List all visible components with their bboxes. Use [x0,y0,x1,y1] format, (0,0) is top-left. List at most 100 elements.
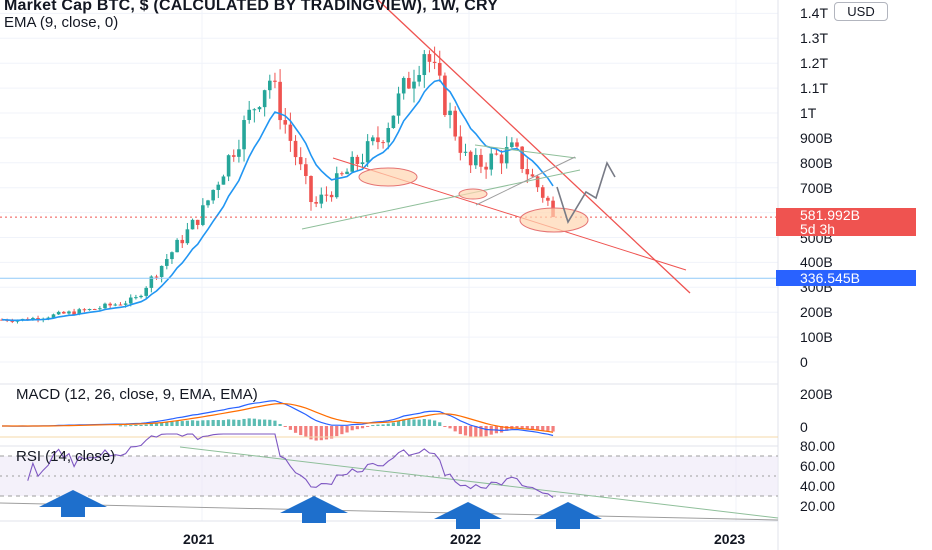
macd-histogram-bar [417,419,421,426]
macd-histogram-bar [345,426,349,433]
rsi-trendline [179,446,779,519]
drawing-tools[interactable] [39,0,691,529]
candle-body [484,166,488,170]
macd-histogram-bar [154,423,159,426]
candle-body [283,120,288,125]
candle-body [92,308,97,310]
macd-histogram-bar [541,426,545,431]
candle-body [128,297,133,304]
macd-pane[interactable] [2,400,555,441]
macd-histogram-bar [324,426,329,440]
macd-histogram-bar [469,426,473,437]
candle-body [278,81,282,121]
candle-body [510,142,514,148]
candle-body [463,151,468,153]
descending-trendline [377,0,691,294]
macd-histogram-bar [412,419,416,426]
candle-body [437,62,442,76]
macd-histogram-bar [237,419,241,426]
rsi-indicator-label[interactable]: RSI (14, close) [16,448,116,465]
price-pane[interactable] [0,46,778,324]
candle-body [123,303,128,305]
candle-body [201,205,205,225]
macd-tick: 200B [800,386,833,402]
macd-histogram-bar [391,422,395,426]
horizontal-line-badge: 336.545B [776,270,916,286]
macd-histogram-bar [350,426,354,431]
macd-histogram-bar [180,421,184,426]
macd-histogram-bar [288,426,292,430]
candle-body [149,276,154,288]
macd-histogram-bar [247,418,251,426]
macd-histogram-bar [530,426,535,430]
candle-body [82,309,87,311]
candle-body [273,80,277,82]
macd-histogram-bar [165,422,169,426]
candle-body [540,187,545,198]
price-tick: 1T [800,105,817,121]
macd-histogram-bar [443,426,447,427]
rsi-pane[interactable] [0,433,779,521]
macd-histogram-bar [330,426,334,439]
candle-body [345,171,349,175]
candle-body [314,202,318,204]
macd-histogram-bar [484,426,488,437]
macd-histogram-bar [505,426,509,431]
macd-histogram-bar [160,422,164,426]
candle-body [67,311,71,314]
candle-body [530,174,535,177]
candle-body [304,164,308,176]
highlight-ellipse [358,167,418,187]
candle-body [242,120,246,150]
macd-histogram-bar [211,419,215,426]
candle-body [427,54,432,62]
candle-body [180,239,185,244]
candle-body [381,142,385,144]
candle-body [401,77,406,94]
candle-body [371,137,375,142]
price-tick: 1.4T [800,5,829,22]
candle-body [175,239,179,253]
last-price-badge: 581.992B 5d 3h [776,208,916,236]
macd-histogram-bar [520,426,524,429]
macd-histogram-bar [118,425,123,427]
macd-histogram-bar [438,422,442,426]
rsi-line [27,433,554,498]
candle-body [170,252,174,260]
macd-indicator-label[interactable]: MACD (12, 26, close, 9, EMA, EMA) [16,386,258,403]
candle-body [195,219,200,225]
macd-histogram-bar [463,426,468,436]
macd-histogram-bar [381,424,385,426]
ema-indicator-label[interactable]: EMA (9, close, 0) [4,14,119,31]
candle-body [546,197,550,201]
candle-body [247,109,251,121]
candle-body [515,142,519,147]
grid [0,0,779,550]
candle-body [340,173,344,175]
macd-histogram-bar [366,426,370,427]
macd-histogram-bar [422,418,426,426]
signal-line [2,402,554,433]
currency-button[interactable]: USD [834,2,888,21]
candle-body [334,173,339,198]
candle-body [432,61,437,63]
candle-body [226,155,231,177]
price-tick: 200B [800,304,833,321]
macd-histogram-bar [293,426,298,433]
candle-body [535,176,540,188]
price-tick: 1.1T [800,80,829,97]
candle-body [525,169,530,175]
candle-body [391,115,396,129]
candle-body [268,80,272,91]
macd-histogram-bar [283,426,287,427]
candle-body [407,77,411,89]
macd-histogram-bar [396,420,401,426]
rsi-tick: 80.00 [800,438,836,454]
candle-body [144,287,148,296]
time-tick: 2023 [714,531,746,547]
wedge-upper-line [474,144,577,159]
macd-histogram-bar [376,424,380,426]
candle-body [309,175,313,203]
candle-body [118,304,123,306]
